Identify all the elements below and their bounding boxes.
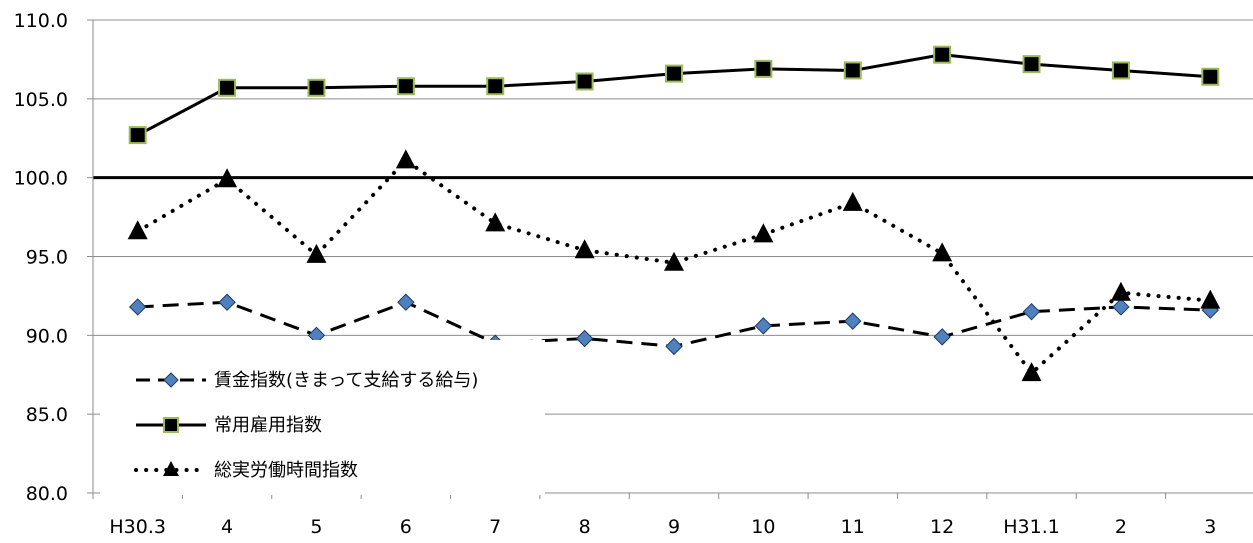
- x-tick-label: 9: [668, 516, 680, 538]
- y-tick-label: 100.0: [14, 168, 68, 190]
- y-tick-label: 85.0: [26, 404, 68, 426]
- data-point-square: [933, 45, 952, 64]
- x-tick-label: 5: [310, 516, 322, 538]
- x-tick-label: 2: [1115, 516, 1127, 538]
- y-tick-label: 105.0: [14, 89, 68, 111]
- legend-item-hours: 総実労働時間指数: [134, 460, 358, 481]
- legend-item-wage: 賃金指数(きまって支給する給与): [136, 370, 478, 391]
- x-tick-label: 8: [579, 516, 591, 538]
- y-tick-label: 80.0: [26, 483, 68, 505]
- x-tick-label: 11: [841, 516, 865, 538]
- legend-label-hours: 総実労働時間指数: [214, 460, 358, 481]
- data-point-diamond: [844, 312, 862, 330]
- data-point-triangle: [1110, 281, 1131, 301]
- data-point-diamond: [1022, 302, 1041, 321]
- axes: 80.0 85.0 90.0 95.0 100.0 105.0 110.0 H30.3 4 5 6 7…: [14, 10, 1253, 538]
- data-point-square: [1201, 67, 1220, 86]
- data-point-square: [486, 77, 505, 96]
- data-point-square: [1022, 55, 1041, 74]
- data-point-square: [1111, 61, 1130, 80]
- data-point-triangle: [306, 243, 327, 263]
- data-point-diamond: [665, 337, 683, 356]
- data-point-diamond: [397, 293, 415, 311]
- x-tick-label: 4: [221, 516, 233, 538]
- y-tick-label: 95.0: [26, 247, 68, 269]
- data-point-square: [128, 126, 147, 145]
- data-point-triangle: [932, 242, 953, 262]
- y-tick-label: 90.0: [26, 325, 68, 347]
- data-point-diamond: [575, 329, 594, 348]
- data-point-triangle: [1200, 289, 1221, 309]
- data-point-diamond: [218, 293, 236, 311]
- data-point-triangle: [485, 212, 506, 232]
- x-tick-label: 10: [751, 516, 775, 538]
- data-point-diamond: [754, 317, 773, 335]
- data-point-square: [307, 78, 326, 97]
- data-point-triangle: [127, 220, 148, 240]
- x-tick-label: 12: [930, 516, 954, 538]
- data-point-triangle: [842, 191, 863, 211]
- data-point-triangle: [664, 251, 684, 271]
- data-point-square: [843, 61, 862, 80]
- data-point-square: [218, 78, 237, 97]
- data-point-diamond: [933, 328, 951, 346]
- data-point-triangle: [574, 239, 595, 259]
- x-tick-label: 7: [489, 516, 501, 538]
- legend-label-employment: 常用雇用指数: [214, 415, 322, 436]
- data-point-triangle: [217, 168, 238, 188]
- legend-swatch-wage-diamond: [163, 372, 179, 388]
- x-tick-label: 6: [400, 516, 412, 538]
- legend-item-employment: 常用雇用指数: [136, 415, 322, 436]
- data-point-diamond: [128, 298, 147, 316]
- data-point-square: [665, 64, 683, 83]
- data-point-diamond: [1112, 298, 1130, 316]
- data-point-triangle: [395, 149, 416, 169]
- series-2: [127, 149, 1221, 382]
- legend-swatch-hours-triangle: [163, 461, 179, 476]
- x-tick-label: H30.3: [109, 516, 166, 538]
- y-tick-label: 110.0: [14, 10, 68, 32]
- legend: 賃金指数(きまって支給する給与) 常用雇用指数 総実労働時間指数: [100, 340, 545, 495]
- data-point-square: [754, 59, 773, 78]
- data-point-triangle: [753, 223, 774, 243]
- data-point-square: [575, 72, 594, 91]
- legend-label-wage: 賃金指数(きまって支給する給与): [214, 370, 478, 391]
- legend-swatch-employment-square: [163, 417, 179, 433]
- series-1: [128, 45, 1220, 145]
- x-tick-label: 3: [1204, 516, 1216, 538]
- series-group: [127, 45, 1221, 382]
- data-point-triangle: [1021, 362, 1042, 382]
- x-tick-label: H31.1: [1003, 516, 1060, 538]
- data-point-square: [396, 77, 415, 96]
